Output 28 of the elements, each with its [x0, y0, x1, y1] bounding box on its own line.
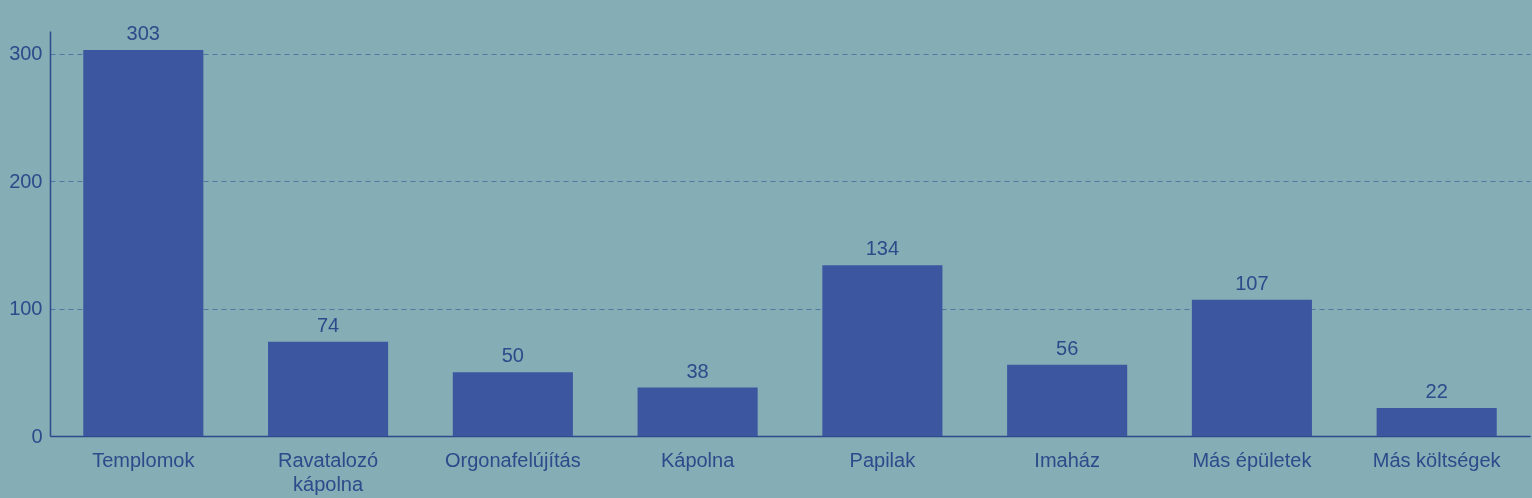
data-label: 50 — [501, 344, 524, 367]
bar — [637, 387, 758, 436]
bar — [1376, 407, 1497, 436]
data-label: 38 — [686, 359, 709, 382]
x-tick-label: Ravatalozó kápolna — [278, 448, 379, 495]
y-tick-label: 0 — [31, 424, 43, 447]
bar — [1007, 364, 1128, 436]
x-tick-label: Más épületek — [1192, 448, 1313, 471]
data-label: 22 — [1425, 379, 1448, 402]
x-tick-label: Templomok — [92, 448, 196, 471]
data-label: 134 — [865, 237, 900, 260]
x-tick-label: Más költségek — [1372, 448, 1502, 471]
x-tick-label: Papilak — [849, 448, 917, 471]
bar — [268, 341, 389, 436]
bar — [1191, 299, 1312, 436]
y-tick-label: 300 — [9, 42, 43, 65]
x-tick-label: Imaház — [1034, 448, 1100, 471]
data-label: 303 — [126, 22, 160, 45]
bar — [83, 50, 204, 436]
data-label: 107 — [1235, 271, 1269, 294]
x-tick-label: Orgonafelújítás — [445, 448, 581, 471]
x-tick-label: Kápolna — [660, 448, 736, 471]
bar — [822, 265, 943, 436]
y-tick-label: 100 — [9, 297, 43, 320]
bar — [452, 372, 573, 436]
data-label: 56 — [1056, 336, 1079, 359]
data-label: 74 — [316, 313, 340, 336]
y-tick-label: 200 — [9, 169, 43, 192]
